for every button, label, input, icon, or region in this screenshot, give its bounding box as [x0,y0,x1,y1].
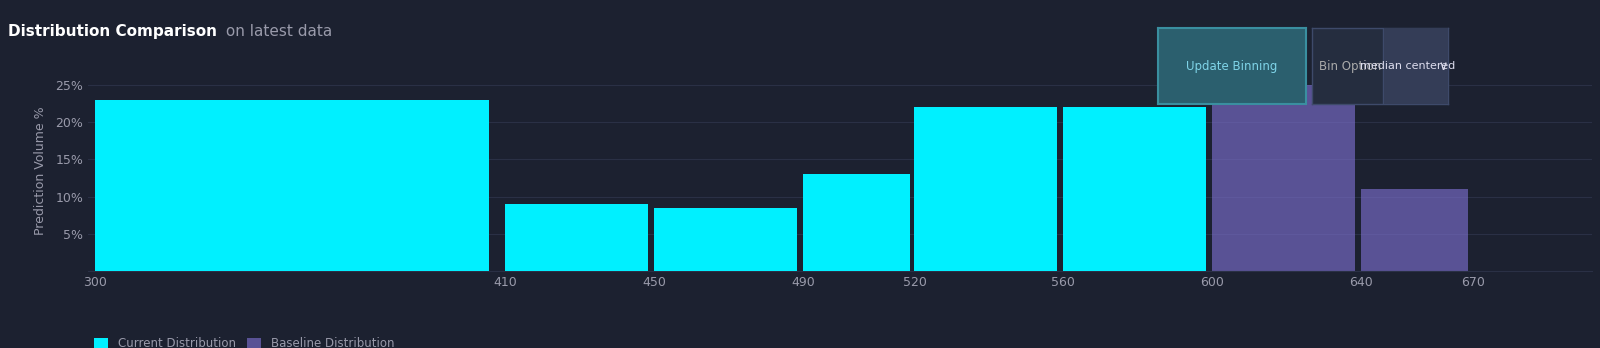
Bar [803,174,910,271]
Bar [915,159,1058,271]
Text: median centered: median centered [1360,61,1454,71]
Text: ∨: ∨ [1438,60,1446,73]
Bar [96,100,488,271]
Legend: Current Distribution, Baseline Distribution: Current Distribution, Baseline Distribut… [94,337,395,348]
Bar [654,208,797,271]
Bar [803,212,910,271]
Bar [1384,28,1448,104]
Bar [654,234,797,271]
Text: Bin Option: Bin Option [1318,60,1381,73]
Y-axis label: Prediction Volume %: Prediction Volume % [34,106,46,235]
Bar [915,107,1058,271]
Bar [1064,159,1206,271]
Text: Distribution Comparison: Distribution Comparison [8,24,218,39]
Bar [1064,107,1206,271]
Text: Update Binning: Update Binning [1186,60,1278,73]
Bar [506,227,648,271]
Bar [506,204,648,271]
Bar [96,152,488,271]
Bar [1362,189,1469,271]
Text: on latest data: on latest data [221,24,333,39]
Bar [1213,85,1355,271]
